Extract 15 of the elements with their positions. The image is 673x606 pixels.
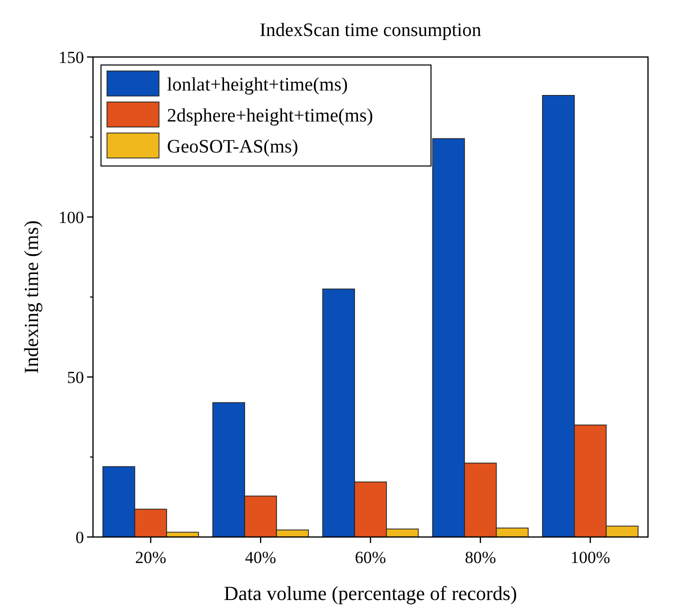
y-axis-title: Indexing time (ms) <box>21 220 43 374</box>
x-tick-label: 20% <box>135 548 166 567</box>
y-tick-label: 150 <box>58 48 84 67</box>
x-tick-label: 80% <box>464 548 496 567</box>
y-tick-label: 50 <box>67 368 84 387</box>
y-tick-label: 0 <box>76 528 84 547</box>
legend-label: GeoSOT-AS(ms) <box>167 136 298 158</box>
x-tick-label: 40% <box>245 548 276 567</box>
chart-title: IndexScan time consumption <box>260 20 482 41</box>
legend-label: 2dsphere+height+time(ms) <box>167 106 374 127</box>
x-tick-label: 60% <box>354 548 386 567</box>
y-tick-label: 100 <box>58 208 84 227</box>
x-axis-title: Data volume (percentage of records) <box>224 583 518 605</box>
legend-label: lonlat+height+time(ms) <box>167 74 348 96</box>
x-tick-label: 100% <box>570 548 610 567</box>
